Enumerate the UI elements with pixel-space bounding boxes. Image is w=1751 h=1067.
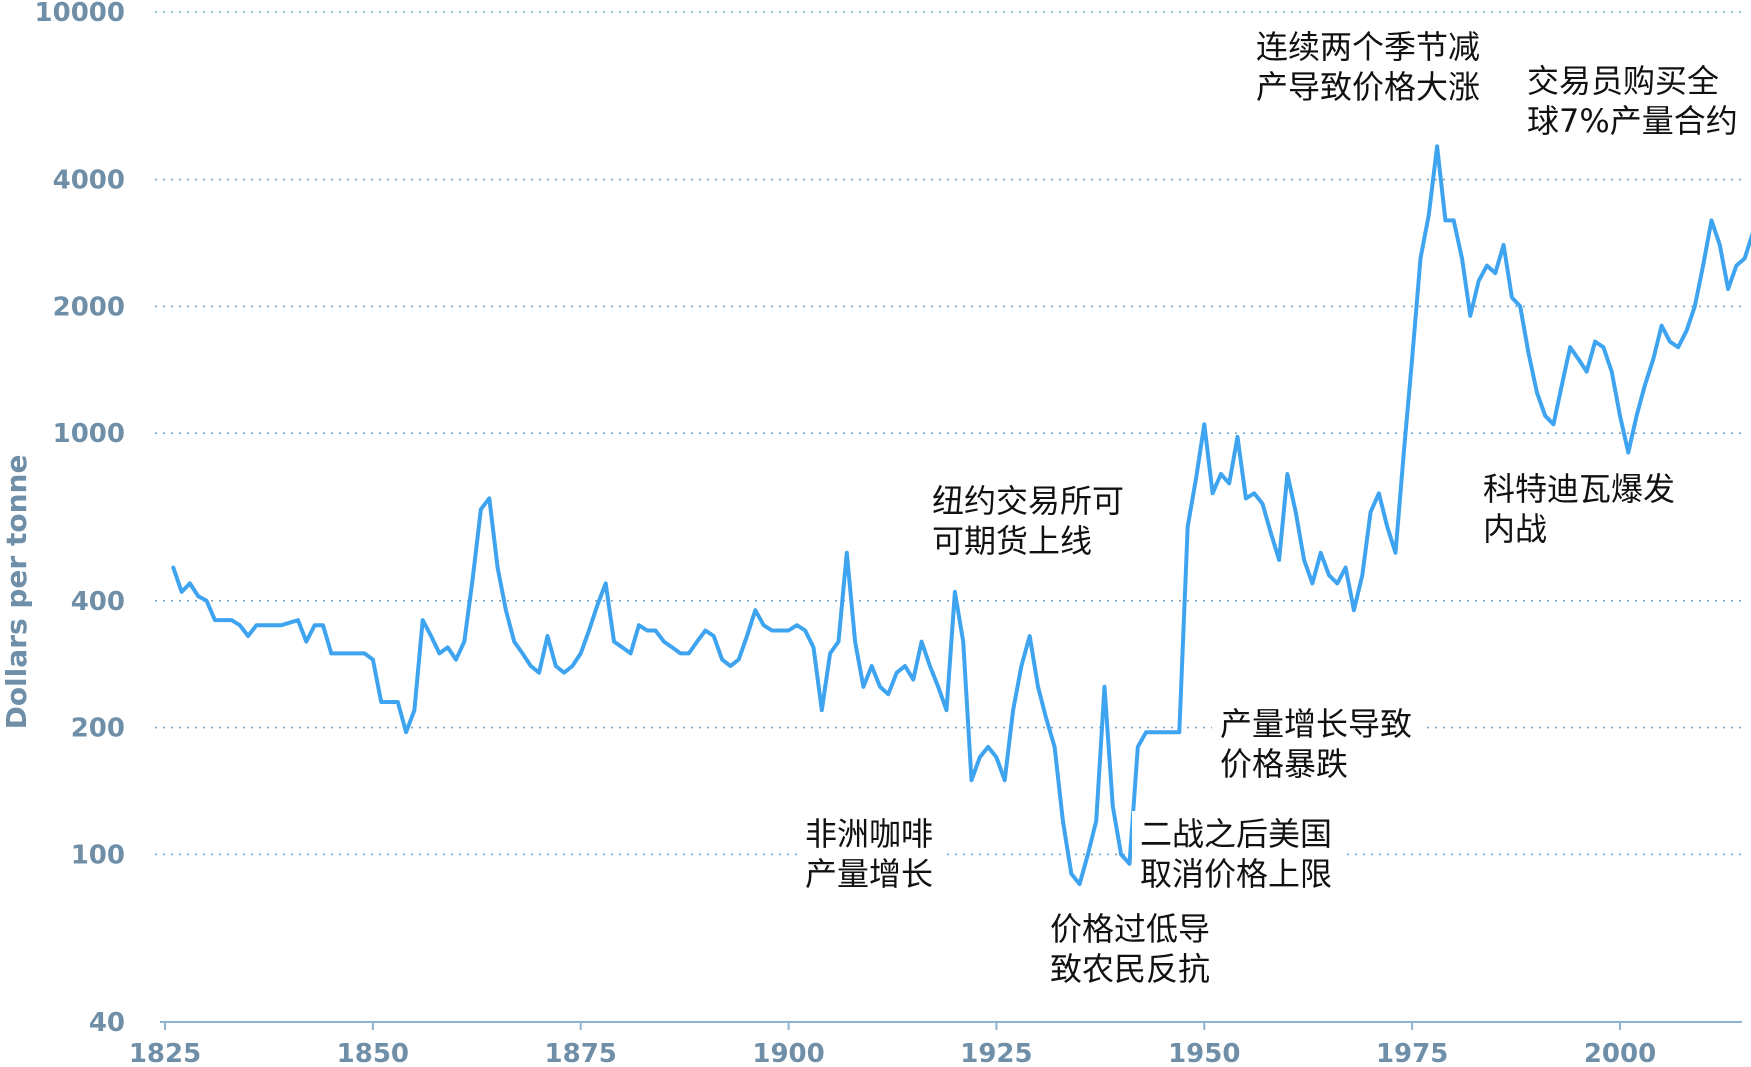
annotation-line: 价格过低导 [1050, 910, 1210, 948]
annotation-background [797, 811, 945, 901]
y-tick-label: 4000 [53, 166, 125, 196]
annotations: 非洲咖啡产量增长纽约交易所可可期货上线价格过低导致农民反抗二战之后美国取消价格上… [797, 24, 1751, 996]
annotation-background [924, 478, 1138, 568]
x-tick-label: 1825 [129, 1039, 201, 1067]
x-tick-label: 1950 [1168, 1039, 1240, 1067]
y-tick-label: 10000 [35, 0, 125, 28]
annotation-line: 连续两个季节减 [1256, 28, 1480, 66]
annotation-line: 科特迪瓦爆发 [1483, 470, 1675, 508]
annotation-line: 非洲咖啡 [805, 815, 933, 853]
y-tick-label: 1000 [53, 419, 125, 449]
annotation-line: 内战 [1483, 510, 1547, 548]
annotation-background [1212, 701, 1426, 791]
y-tick-label: 400 [71, 587, 125, 617]
annotation-line: 产量增长导致 [1220, 705, 1412, 743]
annotation-line: 可期货上线 [932, 522, 1092, 560]
annotation-line: 球7%产量合约 [1527, 102, 1738, 140]
y-tick-label: 2000 [53, 292, 125, 322]
x-tick-label: 1925 [960, 1039, 1032, 1067]
annotation-background [1248, 24, 1495, 114]
annotation-background [1475, 466, 1689, 556]
gridlines [155, 11, 1742, 856]
y-axis-title: Dollars per tonne [0, 455, 33, 730]
annotation-line: 产导致价格大涨 [1256, 68, 1480, 106]
price-series [171, 144, 1751, 887]
annotation-line: 致农民反抗 [1050, 950, 1210, 988]
annotation-line: 交易员购买全 [1527, 62, 1719, 100]
x-tick-label: 1875 [545, 1039, 617, 1067]
annotation-line: 纽约交易所可 [932, 482, 1124, 520]
annotation-line: 二战之后美国 [1140, 815, 1332, 853]
y-tick-label: 100 [71, 840, 125, 870]
y-tick-label: 200 [71, 714, 125, 744]
x-tick-label: 1975 [1376, 1039, 1448, 1067]
annotation-background [1132, 811, 1346, 901]
annotation-background [1519, 58, 1751, 148]
annotation-line: 价格暴跌 [1220, 745, 1348, 783]
x-tick-label: 1850 [337, 1039, 409, 1067]
y-axis-tick-labels: 40 100 200 400 1000 2000 4000 10000 [35, 0, 125, 1038]
annotation-line: 取消价格上限 [1140, 855, 1332, 893]
annotation-line: 产量增长 [805, 855, 933, 893]
x-axis-tick-labels: 1825 1850 1875 1900 1925 1950 1975 2000 [129, 1022, 1656, 1067]
y-tick-label: 40 [89, 1008, 125, 1038]
x-tick-label: 2000 [1584, 1039, 1656, 1067]
price-line [171, 144, 1751, 887]
annotation-background [1042, 906, 1223, 996]
x-tick-label: 1900 [752, 1039, 824, 1067]
